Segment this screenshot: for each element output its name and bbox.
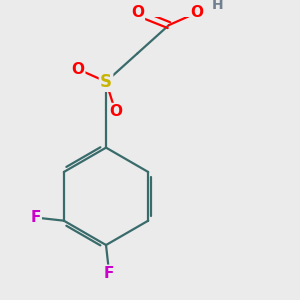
- Text: O: O: [131, 5, 144, 20]
- Text: F: F: [104, 266, 114, 281]
- Text: O: O: [109, 104, 122, 119]
- Text: S: S: [100, 73, 112, 91]
- Text: F: F: [30, 210, 41, 225]
- Text: H: H: [212, 0, 224, 12]
- Text: O: O: [190, 5, 204, 20]
- Text: O: O: [71, 61, 84, 76]
